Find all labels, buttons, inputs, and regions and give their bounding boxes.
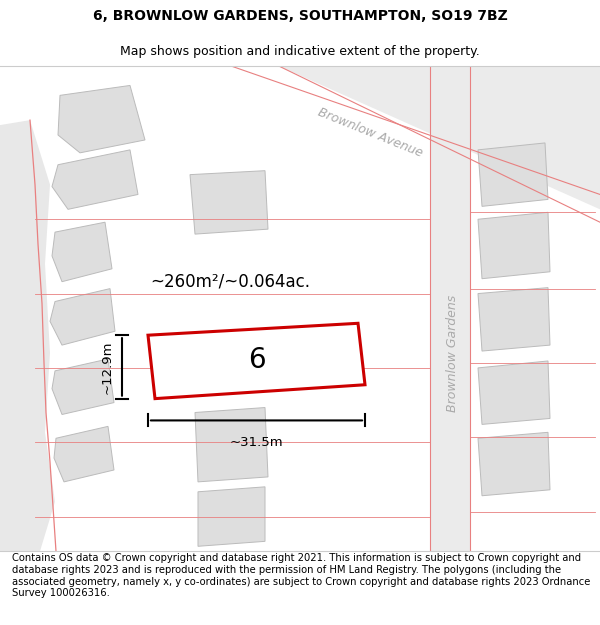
Polygon shape (478, 288, 550, 351)
Polygon shape (0, 120, 55, 551)
Polygon shape (52, 150, 138, 209)
Polygon shape (52, 359, 114, 414)
Polygon shape (198, 487, 265, 546)
Polygon shape (478, 143, 548, 206)
Text: 6, BROWNLOW GARDENS, SOUTHAMPTON, SO19 7BZ: 6, BROWNLOW GARDENS, SOUTHAMPTON, SO19 7… (92, 9, 508, 23)
Polygon shape (478, 213, 550, 279)
Text: Brownlow Avenue: Brownlow Avenue (316, 106, 424, 160)
Text: ~31.5m: ~31.5m (230, 436, 283, 449)
Polygon shape (478, 432, 550, 496)
Polygon shape (230, 66, 600, 209)
Polygon shape (148, 323, 365, 399)
Text: Contains OS data © Crown copyright and database right 2021. This information is : Contains OS data © Crown copyright and d… (12, 553, 590, 598)
Polygon shape (54, 426, 114, 482)
Polygon shape (190, 171, 268, 234)
Polygon shape (52, 222, 112, 282)
Text: ~12.9m: ~12.9m (101, 340, 114, 394)
Polygon shape (58, 86, 145, 153)
Text: 6: 6 (248, 346, 265, 374)
Polygon shape (195, 408, 268, 482)
Text: Brownlow Gardens: Brownlow Gardens (445, 294, 458, 412)
Polygon shape (430, 66, 470, 551)
Polygon shape (478, 361, 550, 424)
Text: Map shows position and indicative extent of the property.: Map shows position and indicative extent… (120, 45, 480, 58)
Polygon shape (50, 289, 115, 345)
Text: ~260m²/~0.064ac.: ~260m²/~0.064ac. (150, 272, 310, 291)
